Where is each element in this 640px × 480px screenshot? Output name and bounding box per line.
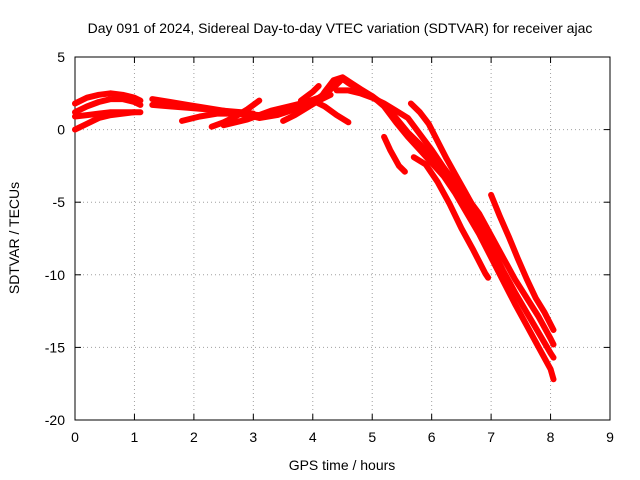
series-track-17 — [488, 191, 557, 333]
series-track-2 — [72, 96, 144, 116]
series-group — [72, 74, 557, 383]
x-tick-label: 3 — [249, 429, 257, 445]
x-tick-label: 6 — [428, 429, 436, 445]
series-track-1 — [72, 90, 144, 107]
x-tick-label: 9 — [606, 429, 614, 445]
y-tick-label: 0 — [57, 122, 65, 138]
series-track-13 — [333, 87, 557, 348]
axis-ticks: 0 1 2 3 4 5 6 7 8 9 -20 -15 -10 -5 0 5 — [45, 49, 614, 445]
series-track-4 — [72, 109, 138, 133]
x-tick-label: 2 — [190, 429, 198, 445]
series-track-8 — [208, 97, 263, 130]
series-track-12 — [309, 97, 352, 126]
chart-title: Day 091 of 2024, Sidereal Day-to-day VTE… — [88, 20, 593, 36]
y-tick-label: -15 — [45, 339, 65, 355]
y-tick-label: -20 — [45, 412, 65, 428]
y-tick-label: -10 — [45, 267, 65, 283]
series-track-15 — [407, 100, 495, 245]
plot-frame — [74, 56, 611, 421]
x-axis-label: GPS time / hours — [289, 457, 396, 473]
series-track-16 — [410, 154, 492, 281]
series-track-14 — [381, 133, 408, 175]
y-tick-label: -5 — [53, 194, 66, 210]
series-track-10 — [280, 74, 557, 361]
series-track-11 — [297, 83, 322, 104]
y-axis-label: SDTVAR / TECUs — [6, 182, 22, 294]
x-tick-label: 1 — [131, 429, 139, 445]
x-tick-label: 7 — [487, 429, 495, 445]
x-tick-label: 4 — [309, 429, 317, 445]
grid — [75, 57, 610, 420]
y-tick-label: 5 — [57, 49, 65, 65]
x-tick-label: 5 — [368, 429, 376, 445]
x-tick-label: 0 — [71, 429, 79, 445]
x-tick-label: 8 — [547, 429, 555, 445]
